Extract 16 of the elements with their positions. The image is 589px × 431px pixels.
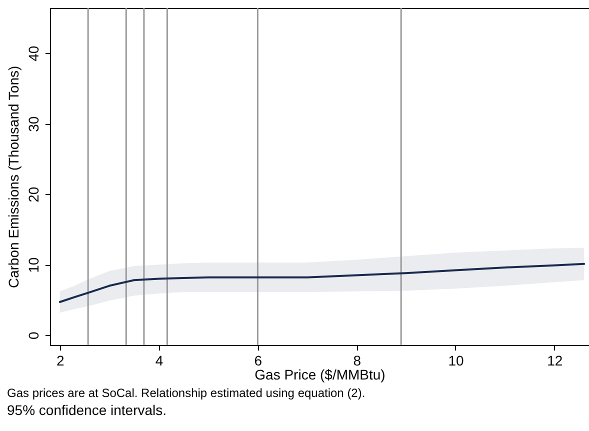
y-tick-label: 40 xyxy=(26,46,42,62)
line-series xyxy=(58,262,586,303)
x-tick-label: 4 xyxy=(155,352,164,368)
y-tick-label: 30 xyxy=(26,116,42,132)
text: 95% confidence intervals. xyxy=(7,402,167,418)
y-tick-label: 10 xyxy=(26,257,42,273)
text: Gas prices are at SoCal. Relationship estimated using equation (2). xyxy=(7,386,366,400)
y-tick-label: 0 xyxy=(26,332,42,340)
y-axis-title: Carbon Emissions (Thousand Tons) xyxy=(6,66,22,288)
y-tick-label: 20 xyxy=(26,186,42,202)
x-axis-title: Gas Price ($/MMBtu) xyxy=(254,366,386,382)
x-tick-label: 12 xyxy=(547,352,563,368)
x-tick-label: 6 xyxy=(254,352,262,368)
x-tick-label: 8 xyxy=(353,352,362,368)
x-tick-label: 10 xyxy=(448,352,464,368)
x-tick-label: 2 xyxy=(56,352,64,368)
